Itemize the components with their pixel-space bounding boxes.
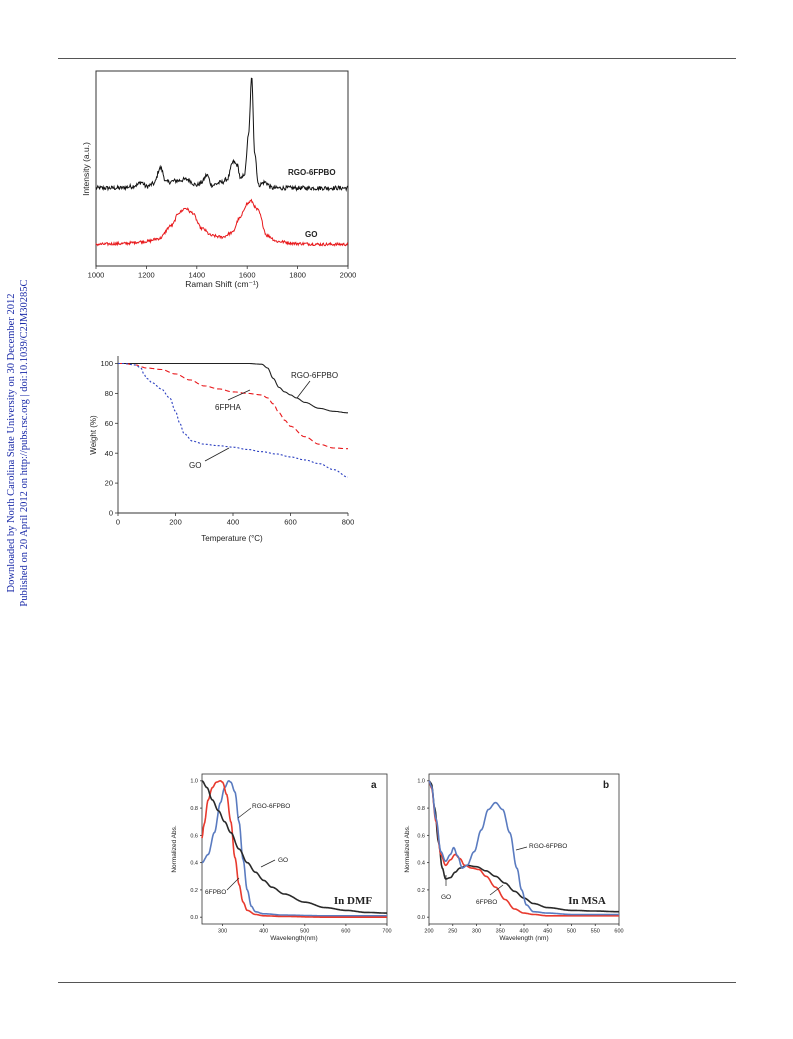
- series-rgo-6fpbo: [118, 362, 348, 414]
- x-tick-label: 450: [543, 929, 552, 935]
- annotation-6fpbo: 6FPBO: [476, 899, 497, 906]
- annotation-rgo-6fpbo: RGO-6FPBO: [529, 843, 567, 850]
- footer-rule: [58, 982, 736, 983]
- x-axis-label: Wavelength (nm): [499, 935, 548, 942]
- y-tick-label: 0.2: [417, 888, 425, 894]
- arrow-6fpbo: [489, 884, 504, 896]
- download-watermark: Downloaded by North Carolina State Unive…: [5, 243, 31, 643]
- raman-chart: 1000 1200 1400 1600 1800 2000 Intensity (a.u.…: [81, 70, 357, 289]
- watermark-line-1: Downloaded by North Carolina State Unive…: [6, 293, 17, 593]
- arrow-go: [204, 447, 230, 462]
- annotation-6fpha: 6FPHA: [215, 403, 241, 412]
- y-tick-label: 0.8: [417, 806, 425, 812]
- series-6fpbo: [201, 779, 387, 918]
- series-6fpha: [118, 362, 348, 450]
- y-tick-label: 0.2: [190, 888, 198, 894]
- x-tick-label: 400: [519, 929, 528, 935]
- x-tick-label: 200: [169, 518, 182, 527]
- uv-dmf-chart: 300 400 500 600 700 0.0 0.2 0.4 0.6 0.8 1.0 a In D…: [171, 773, 392, 942]
- series-go: [201, 780, 387, 914]
- series-rgo-6fpbo: [201, 780, 387, 917]
- plot-frame: [201, 773, 388, 925]
- arrow-go: [260, 859, 276, 868]
- x-tick-label: 600: [341, 929, 350, 935]
- plot-frame: [95, 70, 349, 267]
- y-axis-label: Normalized Abs.: [171, 825, 178, 873]
- panel-label-b: b: [603, 780, 609, 791]
- y-tick-label: 1.0: [190, 779, 198, 785]
- arrow-6fpha: [227, 389, 251, 401]
- y-tick-label: 60: [105, 419, 113, 428]
- y-tick-label: 0.4: [190, 861, 198, 867]
- header-rule: [58, 58, 736, 59]
- arrow-rgo-6fpbo: [296, 380, 311, 399]
- y-tick-label: 40: [105, 449, 113, 458]
- y-tick-label: 0.0: [190, 915, 198, 921]
- x-tick-label: 200: [424, 929, 433, 935]
- annotation-go: GO: [278, 857, 288, 864]
- arrow-6fpbo: [226, 877, 240, 891]
- x-tick-label: 1400: [188, 271, 205, 280]
- annotation-go: GO: [441, 894, 451, 901]
- x-tick-label: 600: [284, 518, 297, 527]
- inset-text-msa: In MSA: [568, 895, 606, 907]
- x-tick-label: 700: [382, 929, 391, 935]
- y-tick-label: 0: [109, 509, 113, 518]
- series-go: [118, 362, 348, 478]
- annotation-rgo-6fpbo: RGO-6FPBO: [288, 168, 336, 177]
- y-tick-label: 1.0: [417, 779, 425, 785]
- tga-chart: 0 200 400 600 800 0 20 40 60 80 100 Weight (%) Tem…: [89, 356, 355, 543]
- uv-msa-chart: 200 250 300 350 400 450 500 550 600 0.0 0.2 0.4 0.6 0…: [404, 773, 624, 942]
- x-tick-label: 250: [448, 929, 457, 935]
- y-tick-label: 80: [105, 389, 113, 398]
- x-tick-label: 2000: [340, 271, 357, 280]
- y-axis-label: Weight (%): [89, 415, 98, 455]
- panel-label-a: a: [371, 780, 377, 791]
- x-tick-label: 400: [227, 518, 240, 527]
- annotation-go: GO: [189, 461, 201, 470]
- y-tick-label: 0.4: [417, 861, 425, 867]
- x-tick-label: 550: [591, 929, 600, 935]
- y-axis-label: Normalized Abs.: [404, 825, 411, 873]
- watermark-line-2: Published on 20 April 2012 on http://pub…: [19, 279, 30, 607]
- x-tick-label: 300: [218, 929, 227, 935]
- arrow-rgo-6fpbo: [515, 846, 528, 851]
- x-tick-label: 400: [259, 929, 268, 935]
- annotation-6fpbo: 6FPBO: [205, 889, 226, 896]
- y-tick-label: 0.0: [417, 915, 425, 921]
- series-6fpbo: [428, 780, 619, 917]
- y-axis-label: Intensity (a.u.): [81, 142, 91, 196]
- x-tick-label: 500: [567, 929, 576, 935]
- x-tick-label: 600: [614, 929, 623, 935]
- x-tick-label: 800: [342, 518, 355, 527]
- x-axis-label: Raman Shift (cm⁻¹): [185, 279, 259, 289]
- y-tick-label: 0.6: [190, 833, 198, 839]
- annotation-rgo-6fpbo: RGO-6FPBO: [291, 371, 338, 380]
- arrow-rgo-6fpbo: [237, 807, 252, 819]
- x-axis-label: Wavelength(nm): [270, 935, 317, 942]
- x-tick-label: 1000: [88, 271, 105, 280]
- inset-text-dmf: In DMF: [334, 895, 372, 907]
- x-axis-label: Temperature (°C): [201, 534, 263, 543]
- x-tick-label: 1600: [239, 271, 256, 280]
- x-tick-label: 1800: [289, 271, 306, 280]
- annotation-go: GO: [305, 230, 317, 239]
- x-tick-label: 1200: [138, 271, 155, 280]
- y-tick-label: 20: [105, 479, 113, 488]
- x-tick-label: 350: [496, 929, 505, 935]
- y-tick-label: 100: [100, 359, 113, 368]
- x-tick-label: 500: [300, 929, 309, 935]
- series-go: [95, 198, 349, 247]
- y-tick-label: 0.8: [190, 806, 198, 812]
- x-tick-label: 0: [116, 518, 120, 527]
- y-tick-label: 0.6: [417, 833, 425, 839]
- x-tick-label: 300: [472, 929, 481, 935]
- series-rgo-6fpbo: [428, 780, 619, 916]
- annotation-rgo-6fpbo: RGO-6FPBO: [252, 803, 290, 810]
- series-go: [428, 780, 619, 913]
- series-rgo-6fpbo: [95, 77, 349, 192]
